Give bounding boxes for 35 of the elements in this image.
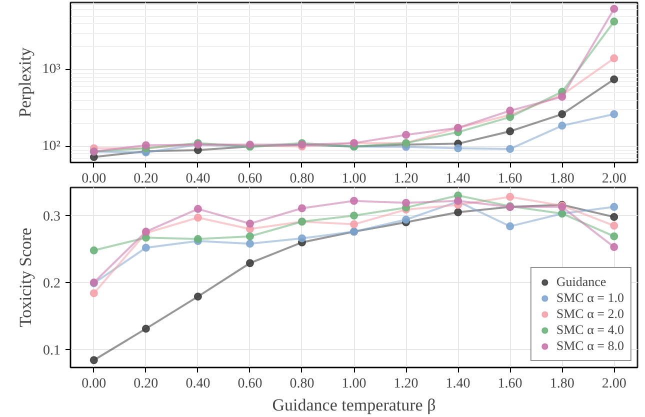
x-tick-label: 1.60: [498, 376, 522, 392]
y-tick-label: 10²: [42, 139, 61, 154]
y-tick-label: 0.3: [43, 210, 60, 225]
x-tick-label: 1.20: [394, 376, 418, 392]
x-tick-label: 0.80: [290, 376, 314, 392]
x-tick-label: 0.00: [82, 376, 106, 392]
x-tick-label: 2.00: [602, 376, 626, 392]
x-tick-label: 0.80: [290, 172, 314, 186]
x-tick-label: 1.20: [394, 172, 418, 186]
legend-label: SMC α = 8.0: [556, 338, 624, 354]
y-tick-label: 0.2: [43, 276, 60, 292]
y-tick-label: 10³: [42, 62, 61, 78]
x-tick-label: 0.60: [238, 376, 262, 392]
x-tick-label: 0.20: [134, 376, 158, 392]
x-tick-label: 1.40: [446, 376, 470, 392]
x-tick-label: 0.40: [186, 172, 210, 186]
y-axis-title: Toxicity Score: [16, 228, 35, 328]
x-tick-label: 1.60: [498, 172, 522, 186]
x-tick-label: 1.80: [550, 376, 574, 392]
x-tick-label: 1.00: [342, 172, 366, 186]
x-tick-label: 1.80: [550, 172, 574, 186]
x-axis-title: Guidance temperature β: [272, 396, 436, 414]
x-tick-label: 0.00: [82, 172, 106, 186]
y-axis-title: Perplexity: [15, 47, 34, 118]
legend-label: Guidance: [556, 274, 606, 290]
x-tick-label: 0.20: [134, 172, 158, 186]
legend-label: SMC α = 1.0: [556, 290, 624, 306]
x-tick-label: 0.60: [238, 172, 262, 186]
x-tick-label: 1.40: [446, 172, 470, 186]
x-tick-label: 0.40: [186, 376, 210, 392]
x-tick-label: 1.00: [342, 376, 366, 392]
legend-label: SMC α = 2.0: [556, 306, 624, 322]
legend-label: SMC α = 4.0: [556, 322, 624, 338]
x-tick-label: 2.00: [602, 172, 626, 186]
y-tick-label: 0.1: [43, 343, 60, 358]
